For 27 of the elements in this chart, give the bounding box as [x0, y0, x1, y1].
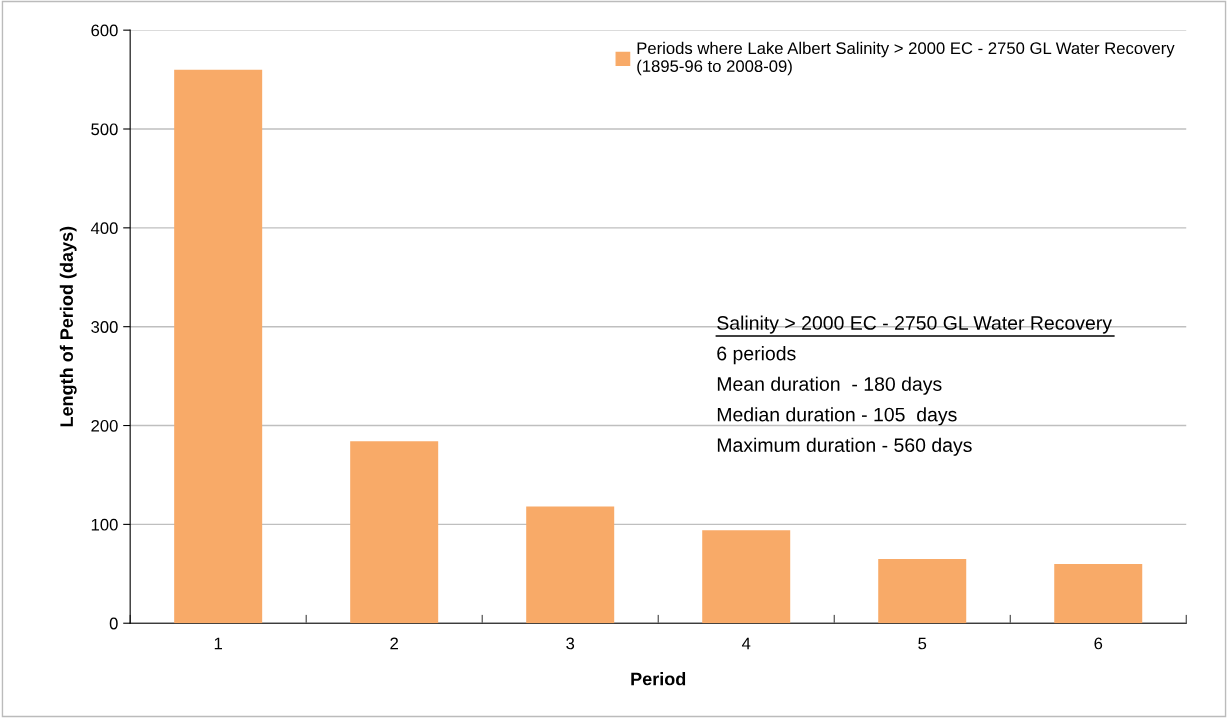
y-tick-label: 500: [91, 123, 118, 136]
annotation: Salinity > 2000 EC - 2750 GL Water Recovery: [717, 315, 1112, 334]
x-tick-label: 2: [390, 637, 398, 650]
x-tick-label: 4: [741, 637, 751, 650]
y-axis-title: Length of Period (days): [59, 226, 77, 427]
y-tick-label: 300: [91, 321, 118, 333]
bar: [1054, 563, 1143, 624]
y-tick-label: 600: [91, 24, 118, 37]
bar: [702, 530, 791, 624]
bar: [174, 69, 263, 624]
x-tick-label: 1: [214, 637, 222, 650]
bar: [350, 441, 439, 624]
y-tick-label: 400: [90, 222, 118, 235]
y-tick-label: 0: [109, 617, 118, 630]
legend-label: Periods where Lake Albert Salinity > 2000 EC - 2750 GL Water Recovery (1895-96 to 2008-09): [637, 41, 1175, 76]
x-tick-label: 3: [566, 637, 575, 650]
x-tick-label: 6: [1094, 637, 1103, 650]
annotation: Mean duration - 180 days: [717, 376, 942, 395]
annotation: 6 periods: [717, 346, 796, 365]
x-axis-title: Period: [631, 672, 686, 686]
annotation: Maximum duration - 560 days: [717, 437, 972, 456]
x-tick-label: 5: [918, 637, 927, 650]
bar: [526, 506, 615, 624]
bar: [878, 558, 967, 624]
y-tick-label: 200: [91, 419, 118, 432]
annotation: Median duration - 105 days: [717, 407, 957, 426]
y-tick-label: 100: [91, 518, 118, 531]
